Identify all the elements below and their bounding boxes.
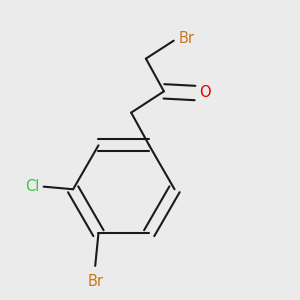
Text: O: O	[199, 85, 211, 100]
Text: Br: Br	[178, 31, 195, 46]
Text: Br: Br	[87, 274, 103, 289]
Text: Cl: Cl	[26, 179, 40, 194]
